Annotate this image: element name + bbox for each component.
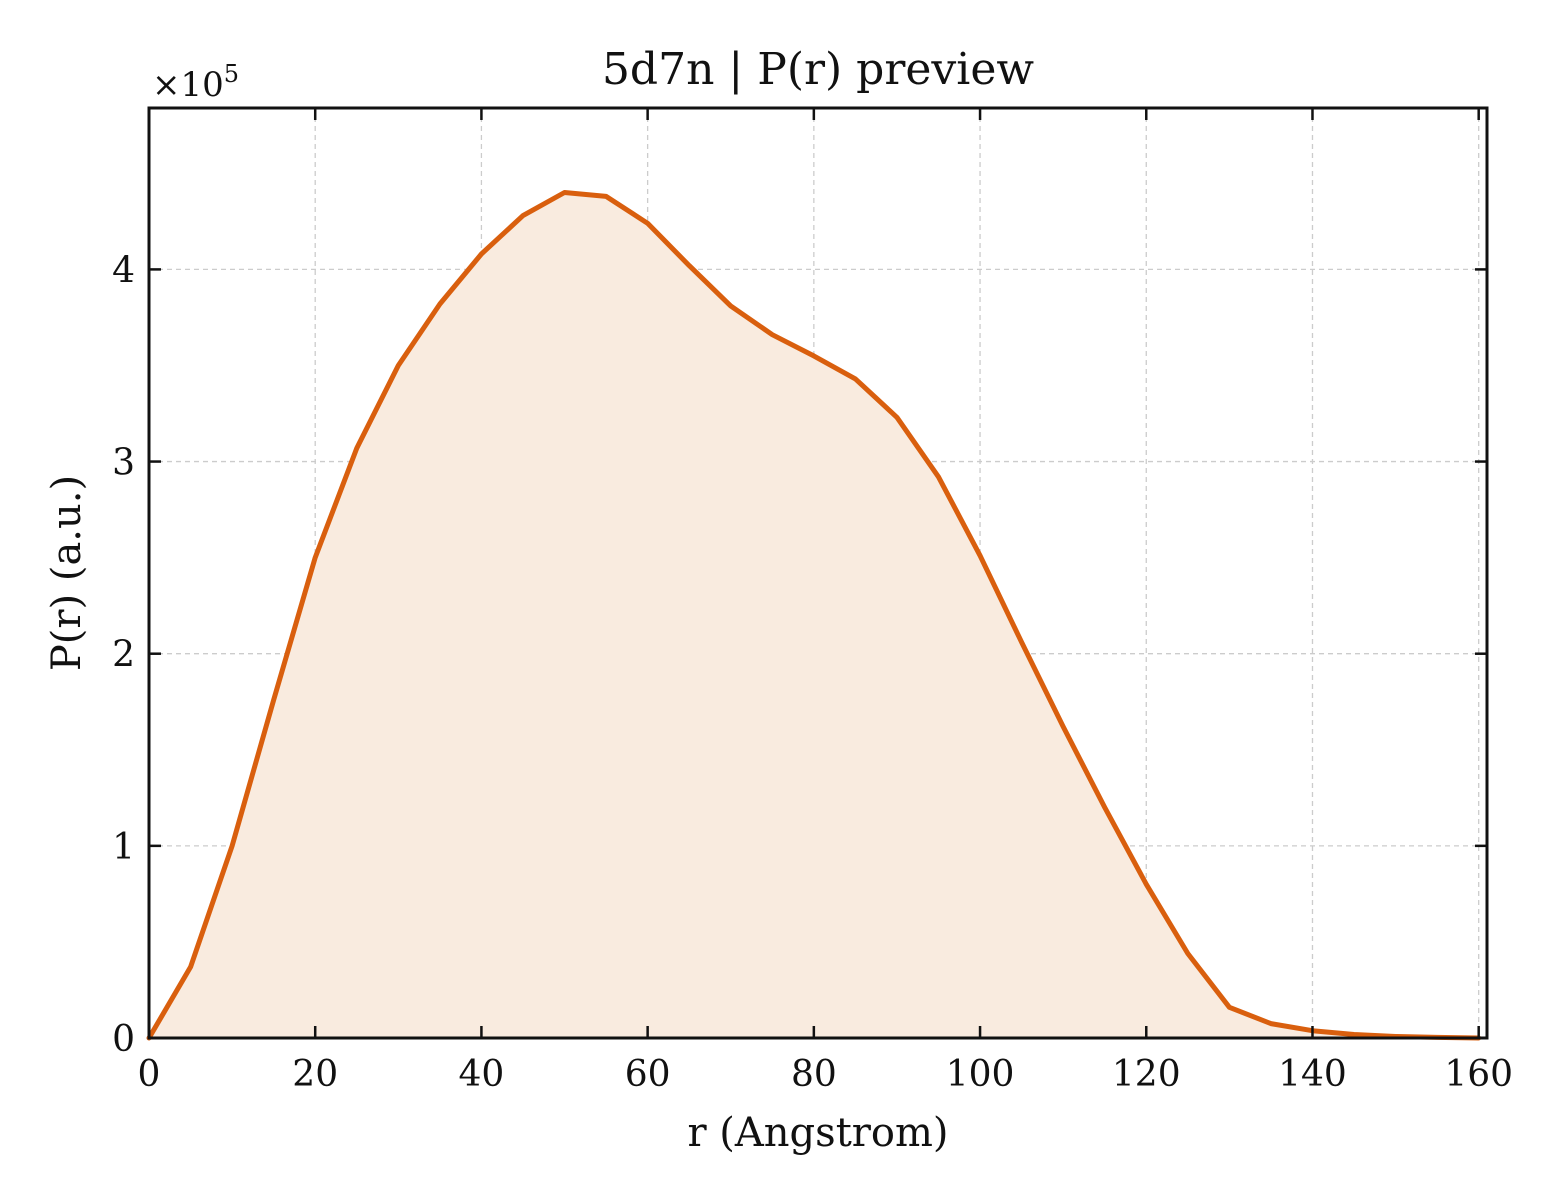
x-tick-label: 160 [1444, 1054, 1513, 1095]
x-tick-label: 120 [1112, 1054, 1181, 1095]
x-tick-label: 20 [292, 1054, 338, 1095]
y-tick-label: 0 [112, 1019, 135, 1060]
y-scale-multiplier: ×105 [152, 60, 239, 105]
x-tick-label: 100 [946, 1054, 1015, 1095]
axis-ticks: 0 20 40 60 80 100 120 140 160 0 1 2 3 4 [112, 108, 1513, 1095]
y-scale-exponent: 5 [224, 60, 239, 88]
y-scale-base: ×10 [152, 65, 224, 105]
y-tick-label: 4 [112, 250, 135, 291]
x-tick-label: 40 [459, 1054, 505, 1095]
y-axis-label: P(r) (a.u.) [44, 475, 90, 671]
series-line [146, 190, 1482, 1041]
x-tick-label: 60 [625, 1054, 671, 1095]
x-tick-label: 80 [791, 1054, 837, 1095]
chart-title: 5d7n | P(r) preview [602, 44, 1034, 95]
y-tick-label: 2 [112, 635, 135, 676]
x-tick-label: 140 [1278, 1054, 1347, 1095]
plot-frame [147, 106, 1489, 1040]
y-tick-label: 3 [112, 443, 135, 484]
y-tick-label: 1 [112, 827, 135, 868]
series-area-fill [149, 192, 1479, 1038]
x-tick-label: 0 [138, 1054, 161, 1095]
x-axis-label: r (Angstrom) [687, 1110, 948, 1156]
